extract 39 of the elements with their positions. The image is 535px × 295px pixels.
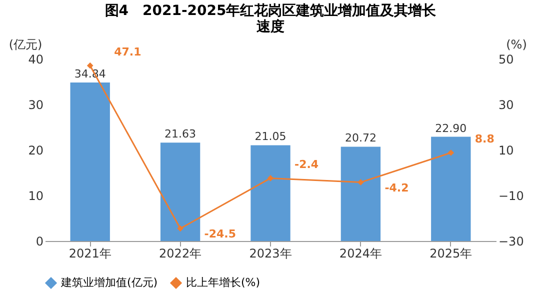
bar [70, 82, 110, 241]
data-label: -4.2 [384, 181, 409, 194]
x-tick-label: 2023年 [249, 246, 292, 260]
data-label: 20.72 [344, 132, 376, 145]
x-tick-label: 2024年 [339, 246, 382, 260]
data-label: 22.90 [435, 122, 467, 135]
point [358, 179, 364, 186]
bar [431, 136, 471, 241]
y2-tick-label: −10 [498, 189, 524, 203]
bar [160, 142, 200, 241]
y-axis-title: (亿元) [8, 38, 42, 52]
y2-tick-label: 50 [498, 52, 514, 66]
data-label: 21.05 [254, 130, 286, 144]
x-tick-label: 2022年 [159, 246, 202, 260]
y2-tick-label: 30 [498, 98, 514, 112]
y-tick-label: 0 [36, 234, 44, 248]
x-tick-label: 2021年 [68, 246, 112, 260]
y-tick-label: 10 [28, 189, 44, 203]
y-tick-label: 20 [28, 144, 44, 158]
y2-tick-label: 10 [498, 144, 514, 158]
data-label: 8.8 [474, 132, 494, 146]
point [448, 150, 454, 156]
data-label: -24.5 [204, 227, 236, 240]
y2-tick-label: −30 [498, 234, 524, 248]
bar [250, 145, 290, 241]
data-label: 21.63 [164, 128, 196, 141]
data-label: -2.4 [294, 158, 319, 172]
point [86, 62, 94, 69]
y2-axis-title: (%) [506, 38, 527, 52]
legend-label: 建筑业增加值(亿元) [60, 276, 158, 289]
y-tick-label: 40 [28, 52, 44, 66]
bar [340, 146, 381, 241]
chart-title: 图4 2021-2025年红花岗区建筑业增加值及其增长速度 [104, 3, 438, 35]
legend-label: 比上年增长(%) [186, 276, 260, 289]
point [267, 175, 274, 182]
point [177, 225, 184, 232]
data-label: 47.1 [114, 46, 142, 59]
y-tick-label: 30 [28, 98, 44, 112]
x-tick-label: 2025年 [430, 246, 472, 260]
